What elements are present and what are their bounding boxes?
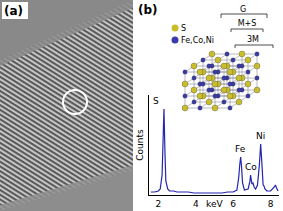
svg-text:2: 2 [155, 199, 161, 209]
svg-text:6: 6 [230, 199, 236, 209]
svg-text:Co: Co [245, 162, 257, 172]
svg-text:3M: 3M [247, 35, 259, 44]
svg-text:(a): (a) [4, 4, 23, 18]
svg-text:Counts: Counts [135, 129, 145, 161]
svg-text:S: S [153, 96, 159, 106]
svg-text:Fe: Fe [235, 144, 246, 154]
svg-text:M+S: M+S [238, 19, 257, 28]
svg-text:S: S [181, 24, 186, 33]
svg-text:(b): (b) [138, 3, 158, 17]
svg-text:Ni: Ni [256, 131, 265, 141]
svg-text:G: G [240, 5, 246, 14]
svg-text:Fe,Co,Ni: Fe,Co,Ni [181, 36, 214, 45]
svg-text:8: 8 [268, 199, 274, 209]
svg-text:keV: keV [206, 199, 223, 209]
svg-text:4: 4 [193, 199, 199, 209]
